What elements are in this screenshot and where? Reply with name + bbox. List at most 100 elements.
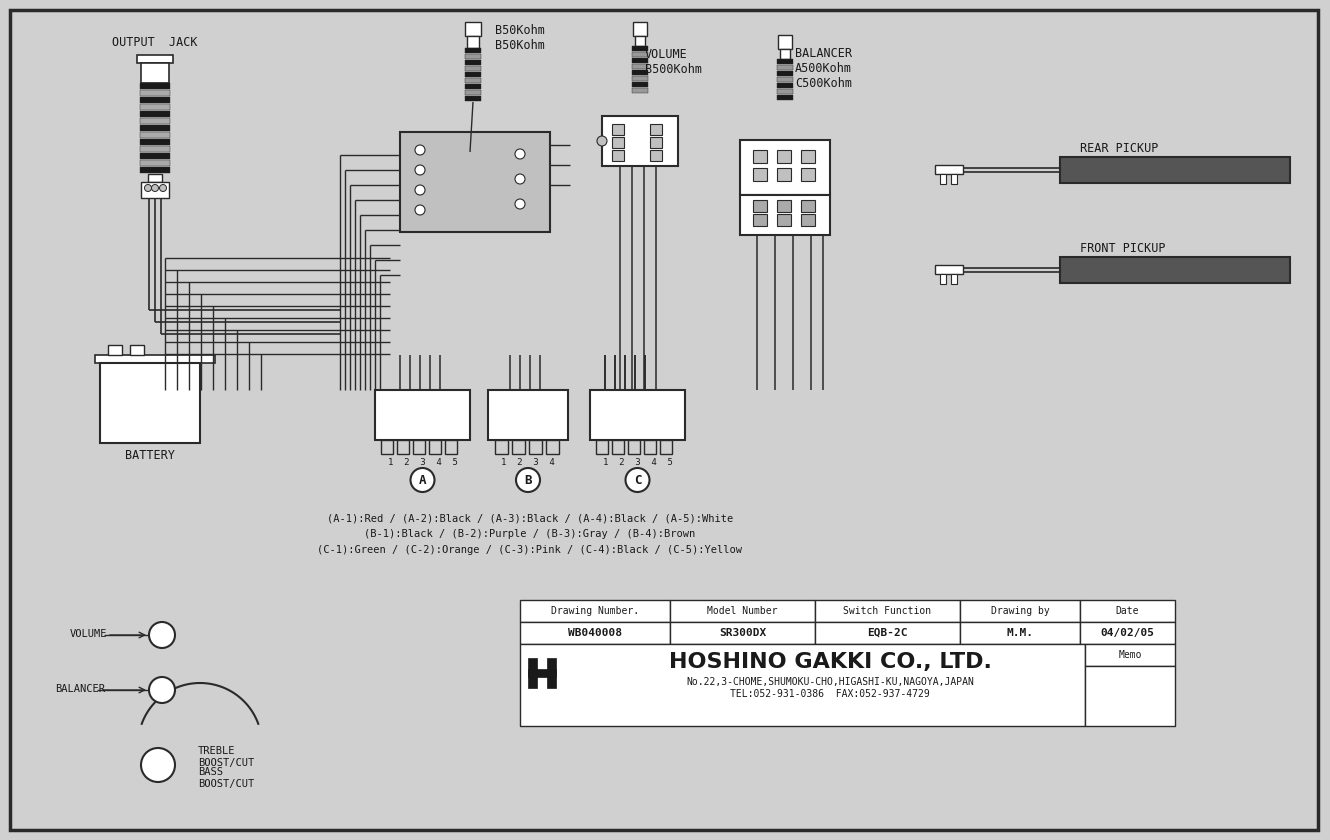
Text: Drawing by: Drawing by [991, 606, 1049, 616]
Bar [130, 345, 144, 355]
Bar [777, 65, 793, 70]
Bar [467, 36, 479, 48]
Circle shape [516, 468, 540, 492]
Circle shape [152, 185, 158, 192]
Bar [632, 64, 648, 69]
Bar [140, 125, 170, 131]
Bar [465, 22, 481, 36]
Text: OUTPUT  JACK: OUTPUT JACK [112, 35, 198, 49]
Text: TREBLE
BOOST/CUT: TREBLE BOOST/CUT [198, 746, 254, 768]
Bar [141, 182, 169, 198]
Bar [660, 440, 672, 454]
Text: B: B [524, 474, 532, 486]
Bar [960, 622, 1080, 644]
Text: WB040008: WB040008 [568, 628, 622, 638]
Bar [935, 165, 963, 174]
Circle shape [515, 149, 525, 159]
Bar [465, 60, 481, 65]
Circle shape [415, 165, 426, 175]
Text: HOSHINO GAKKI CO., LTD.: HOSHINO GAKKI CO., LTD. [669, 652, 991, 672]
Bar [512, 440, 525, 454]
Bar [815, 600, 960, 622]
Text: REAR PICKUP: REAR PICKUP [1080, 141, 1158, 155]
Bar [465, 72, 481, 77]
Bar [140, 146, 170, 152]
Text: Switch Function: Switch Function [843, 606, 931, 616]
Bar [777, 168, 791, 181]
Bar [753, 168, 767, 181]
Bar [801, 168, 815, 181]
Bar [935, 265, 963, 274]
Bar [777, 59, 793, 64]
Bar [446, 440, 458, 454]
Bar [1060, 257, 1290, 283]
Text: No.22,3-CHOME,SHUMOKU-CHO,HIGASHI-KU,NAGOYA,JAPAN: No.22,3-CHOME,SHUMOKU-CHO,HIGASHI-KU,NAG… [686, 677, 974, 687]
Bar [951, 274, 958, 284]
Bar [137, 55, 173, 63]
Text: B50Kohm
B50Kohm: B50Kohm B50Kohm [495, 24, 545, 52]
Bar [465, 90, 481, 95]
Bar [777, 89, 793, 94]
Bar [148, 174, 162, 182]
Bar [140, 104, 170, 110]
Bar [528, 669, 556, 677]
Bar [815, 622, 960, 644]
Bar [140, 111, 170, 117]
Bar [670, 600, 815, 622]
Text: 1  2  3  4  5: 1 2 3 4 5 [387, 458, 458, 466]
Bar [140, 83, 170, 89]
Circle shape [411, 468, 435, 492]
Bar [650, 137, 662, 148]
Bar [1080, 600, 1174, 622]
Bar [547, 440, 559, 454]
Text: 1  2  3  4: 1 2 3 4 [501, 458, 555, 466]
Bar [140, 160, 170, 166]
Bar [940, 274, 946, 284]
Bar [400, 132, 551, 232]
Circle shape [160, 185, 166, 192]
Bar [777, 83, 793, 88]
Circle shape [141, 748, 176, 782]
Text: M.M.: M.M. [1007, 628, 1033, 638]
Bar [547, 658, 556, 688]
Bar [465, 78, 481, 83]
Bar [591, 390, 685, 440]
Bar [430, 440, 442, 454]
Bar [801, 214, 815, 226]
Circle shape [149, 622, 176, 648]
Bar [520, 644, 1085, 726]
Bar [602, 116, 678, 166]
Text: (A-1):Red / (A-2):Black / (A-3):Black / (A-4):Black / (A-5):White: (A-1):Red / (A-2):Black / (A-3):Black / … [327, 513, 733, 523]
Bar [414, 440, 426, 454]
Text: Drawing Number.: Drawing Number. [551, 606, 638, 616]
Bar [777, 200, 791, 212]
Bar [670, 622, 815, 644]
Bar [1060, 157, 1290, 183]
Circle shape [415, 185, 426, 195]
Bar [777, 95, 793, 100]
Circle shape [515, 199, 525, 209]
Bar [777, 77, 793, 82]
Bar [528, 658, 537, 688]
Text: EQB-2C: EQB-2C [867, 628, 908, 638]
Text: C: C [634, 474, 641, 486]
Bar [465, 54, 481, 59]
Bar [739, 140, 830, 195]
Bar [465, 66, 481, 71]
Circle shape [597, 136, 606, 146]
Circle shape [515, 174, 525, 184]
Text: BASS
BOOST/CUT: BASS BOOST/CUT [198, 767, 254, 789]
Bar [779, 49, 790, 59]
Bar [650, 124, 662, 135]
Bar [777, 150, 791, 163]
Text: VOLUME
B500Kohm: VOLUME B500Kohm [645, 48, 702, 76]
Circle shape [149, 677, 176, 703]
Bar [628, 440, 640, 454]
Bar [465, 96, 481, 101]
Bar [140, 139, 170, 145]
Text: BATTERY: BATTERY [125, 449, 176, 461]
Circle shape [145, 185, 152, 192]
Bar [465, 48, 481, 53]
Bar [520, 622, 670, 644]
Bar [1080, 622, 1174, 644]
